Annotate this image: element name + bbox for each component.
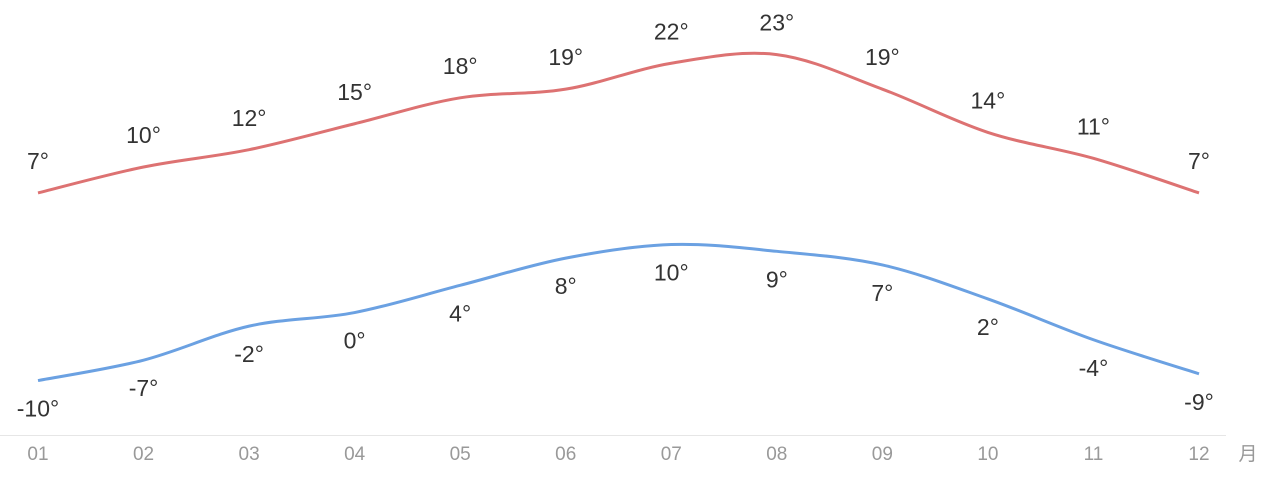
data-label: 15° <box>337 79 372 105</box>
data-label: -2° <box>234 341 264 367</box>
data-label: 18° <box>443 53 478 79</box>
x-tick-label: 03 <box>239 444 260 465</box>
data-label: -9° <box>1184 389 1214 415</box>
x-tick-label: 10 <box>977 444 998 465</box>
x-tick-label: 04 <box>344 444 366 465</box>
x-tick-label: 05 <box>450 444 471 465</box>
data-label: 2° <box>977 314 999 340</box>
data-label: 8° <box>555 273 577 299</box>
data-label: 7° <box>1188 148 1210 174</box>
line <box>37 242 1200 383</box>
x-tick-label: 08 <box>766 444 787 465</box>
x-axis-unit: 月 <box>1238 444 1257 465</box>
data-label: -10° <box>17 396 59 422</box>
data-label: 4° <box>449 300 471 326</box>
data-label: 10° <box>126 122 161 148</box>
x-tick-label: 09 <box>872 444 893 465</box>
x-tick-label: 07 <box>661 444 682 465</box>
x-tick-label: 02 <box>133 444 154 465</box>
data-label: -4° <box>1079 355 1109 381</box>
x-tick-label: 11 <box>1084 444 1104 465</box>
data-label: 7° <box>27 148 49 174</box>
data-label: 11° <box>1077 113 1110 139</box>
data-label: 10° <box>654 260 689 286</box>
line <box>37 51 1200 195</box>
x-tick-label: 01 <box>27 444 48 465</box>
data-label: 7° <box>871 280 893 306</box>
data-label: 19° <box>865 44 900 70</box>
x-tick-label: 06 <box>555 444 576 465</box>
data-label: 9° <box>766 266 788 292</box>
data-label: 22° <box>654 18 689 44</box>
data-label: 23° <box>759 10 794 36</box>
data-label: 0° <box>344 328 366 354</box>
data-label: -7° <box>129 375 159 401</box>
data-label: 19° <box>548 44 583 70</box>
x-tick-label: 12 <box>1188 444 1209 465</box>
data-label: 12° <box>232 105 267 131</box>
data-label: 14° <box>971 87 1006 113</box>
